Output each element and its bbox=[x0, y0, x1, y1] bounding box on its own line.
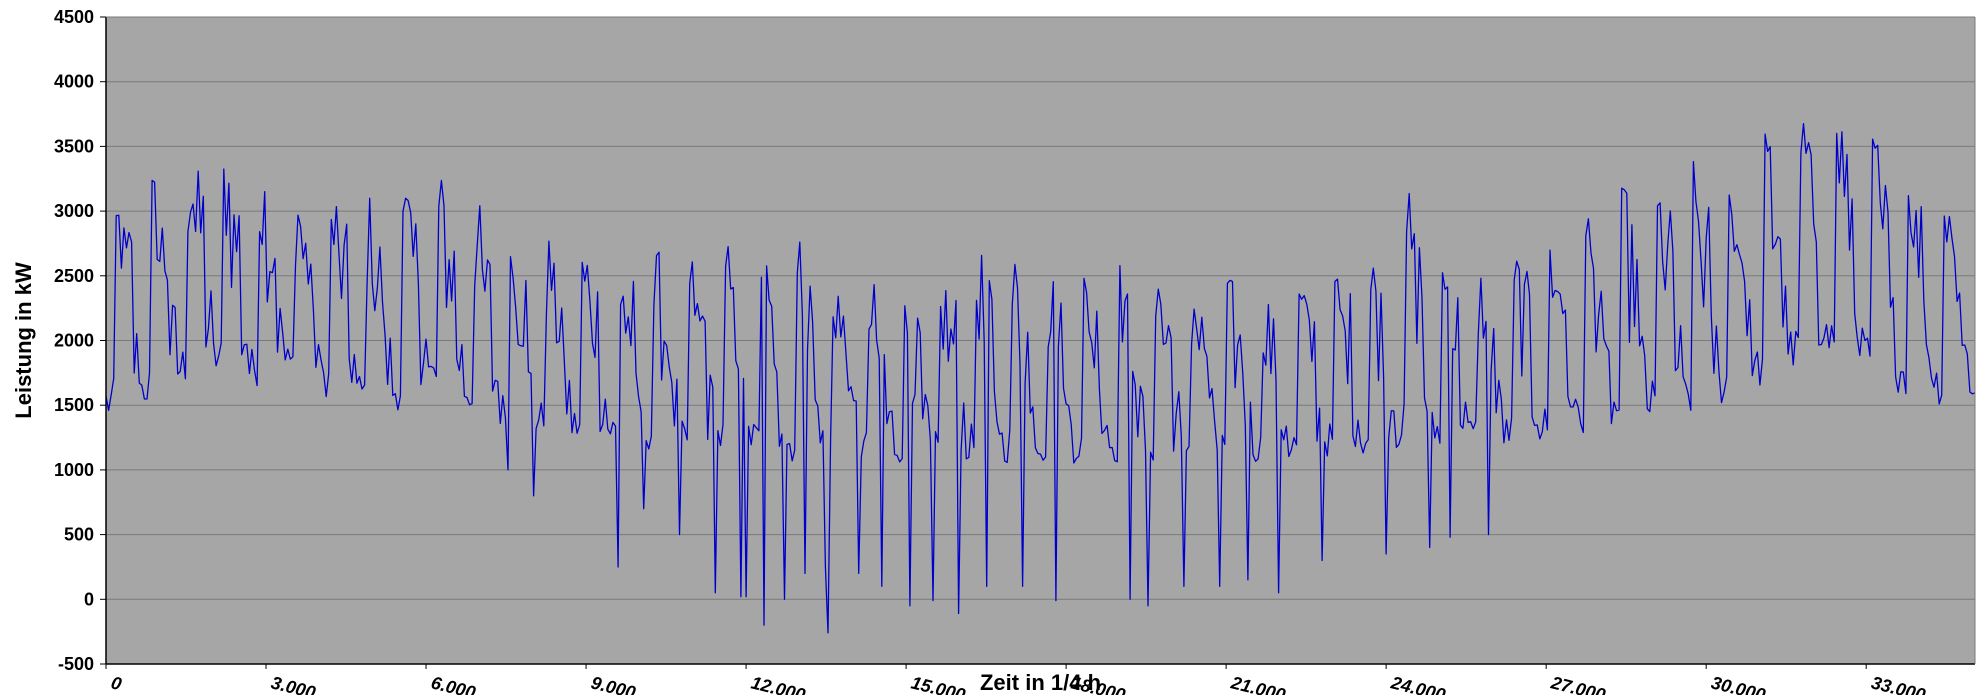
x-tick-label: 15.000 bbox=[909, 672, 967, 695]
x-tick-label: 33.000 bbox=[1869, 672, 1927, 695]
x-tick-label: 27.000 bbox=[1548, 672, 1607, 695]
x-tick-label: 6.000 bbox=[429, 672, 478, 695]
y-tick-label: 500 bbox=[64, 525, 94, 545]
y-tick-label: 0 bbox=[84, 589, 94, 609]
x-tick-label: 0 bbox=[109, 672, 124, 694]
y-tick-label: 4000 bbox=[54, 72, 94, 92]
x-axis-title: Zeit in 1/4 h bbox=[980, 670, 1101, 695]
y-tick-label: 2500 bbox=[54, 266, 94, 286]
series-line bbox=[105, 122, 1976, 634]
y-tick-label: 2000 bbox=[54, 331, 94, 351]
x-tick-label: 3.000 bbox=[269, 672, 318, 695]
y-tick-label: 3000 bbox=[54, 201, 94, 221]
x-tick-label: 30.000 bbox=[1709, 672, 1767, 695]
x-tick-label: 12.000 bbox=[749, 672, 807, 695]
y-tick-label: 1500 bbox=[54, 395, 94, 415]
x-tick-label: 21.000 bbox=[1228, 672, 1287, 695]
y-axis-title: Leistung in kW bbox=[11, 262, 36, 419]
y-tick-label: 3500 bbox=[54, 136, 94, 156]
y-tick-label: 1000 bbox=[54, 460, 94, 480]
y-tick-label: -500 bbox=[58, 654, 94, 674]
axes bbox=[105, 16, 1976, 665]
series-leistung bbox=[105, 122, 1976, 634]
x-tick-label: 9.000 bbox=[589, 672, 638, 695]
y-tick-labels: -500 0 500 1000 1500 2000 2500 3000 3500 4000 4500 bbox=[54, 7, 94, 674]
y-tick-label: 4500 bbox=[54, 7, 94, 27]
x-tick-label: 24.000 bbox=[1388, 672, 1447, 695]
